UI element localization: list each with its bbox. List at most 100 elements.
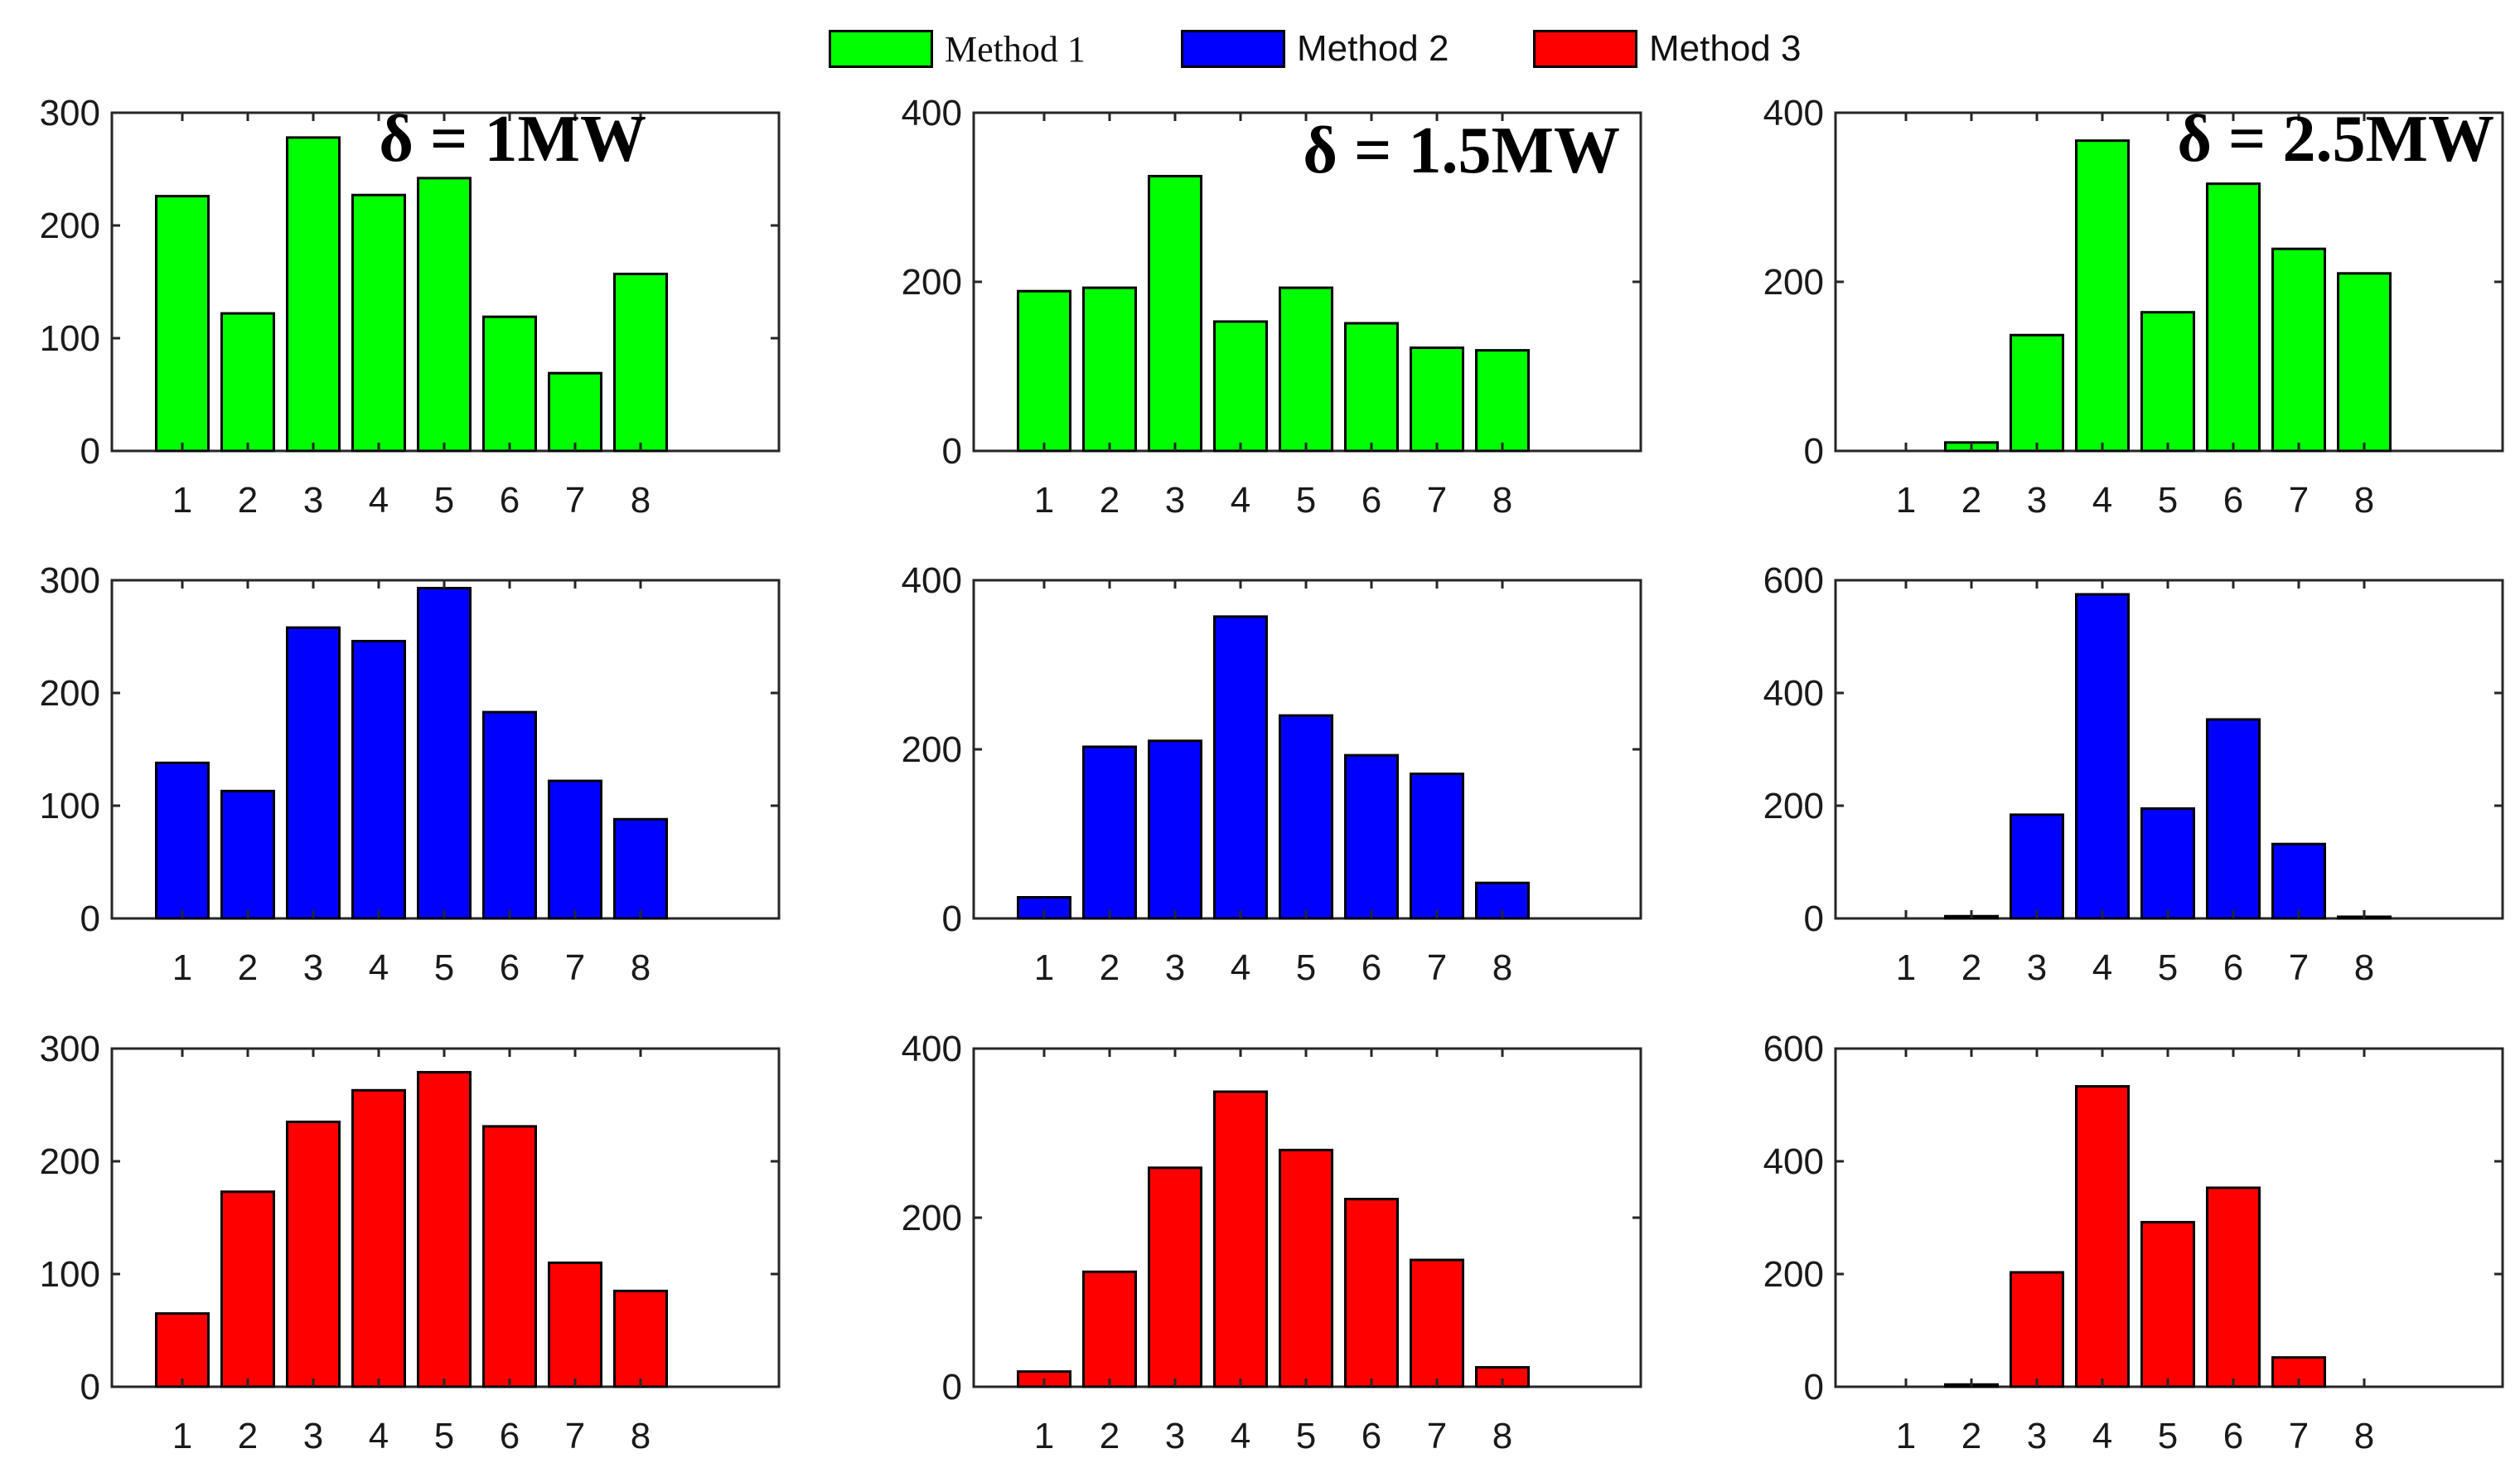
- x-tick-label: 6: [2223, 480, 2243, 521]
- bar-4: [2075, 593, 2130, 920]
- bar-5: [1279, 286, 1333, 453]
- x-tick-label: 4: [369, 1416, 389, 1456]
- x-tick-label: 7: [565, 1416, 585, 1456]
- chart-panel-3-1: 1 2 3 4 5 6 7 8 0 100 200 300: [40, 1029, 781, 1456]
- bar-5: [2140, 807, 2195, 920]
- x-tick-label: 4: [1231, 947, 1250, 988]
- legend-swatch-method-2: [1181, 30, 1285, 68]
- bar-4: [351, 1088, 406, 1388]
- x-tick-label: 1: [172, 1416, 192, 1456]
- y-tick-label: 0: [942, 1367, 962, 1407]
- x-tick-label: 4: [1231, 1416, 1250, 1456]
- delta-annotation: δ = 1MW: [379, 103, 646, 176]
- delta-annotation: δ = 1.5MW: [1303, 114, 1620, 187]
- chart-panel-2-2: 1 2 3 4 5 6 7 8 0 200 400: [902, 560, 1642, 988]
- x-tick-label: 7: [2289, 480, 2309, 521]
- x-tick-label: 4: [2092, 947, 2112, 988]
- bar-4: [1213, 1090, 1268, 1388]
- y-tick-label: 400: [1763, 673, 1824, 714]
- x-tick-label: 5: [1296, 947, 1316, 988]
- y-tick-label: 100: [40, 786, 100, 826]
- x-tick-label: 2: [1961, 1416, 1981, 1456]
- x-tick-label: 6: [500, 947, 520, 988]
- bar-2: [1082, 745, 1137, 920]
- legend: Method 1 Method 2 Method 3: [829, 25, 1840, 75]
- x-tick-label: 7: [1427, 1416, 1447, 1456]
- bar-8: [2337, 272, 2392, 453]
- x-tick-label: 3: [1165, 1416, 1185, 1456]
- x-tick-label: 3: [1165, 480, 1185, 521]
- x-tick-label: 7: [565, 947, 585, 988]
- x-tick-label: 5: [2158, 480, 2178, 521]
- x-tick-label: 8: [1492, 480, 1512, 521]
- x-tick-label: 2: [238, 480, 258, 521]
- chart-panel-1-1: 1 2 3 4 5 6 7 8 0 100 200 300 δ = 1MW: [40, 93, 781, 521]
- bar-1: [1017, 289, 1071, 453]
- bar-3: [2010, 333, 2064, 453]
- bar-8: [1475, 349, 1530, 453]
- legend-label-method-2: Method 2: [1297, 28, 1449, 69]
- bar-4: [1213, 615, 1268, 920]
- bar-3: [286, 136, 341, 453]
- x-tick-label: 8: [631, 480, 651, 521]
- x-tick-label: 2: [238, 947, 258, 988]
- bar-1: [155, 761, 210, 920]
- y-tick-label: 400: [902, 1029, 962, 1069]
- x-tick-label: 5: [434, 480, 454, 521]
- bar-3: [1148, 175, 1202, 453]
- x-tick-label: 6: [500, 1416, 520, 1456]
- x-tick-label: 5: [434, 947, 454, 988]
- y-tick-label: 200: [40, 206, 100, 246]
- x-tick-label: 4: [2092, 480, 2112, 521]
- x-tick-label: 7: [565, 480, 585, 521]
- x-tick-label: 1: [172, 480, 192, 521]
- y-tick-label: 200: [1763, 1254, 1824, 1295]
- bar-4: [1213, 320, 1268, 453]
- x-tick-label: 5: [2158, 947, 2178, 988]
- bar-3: [1148, 739, 1202, 920]
- bar-6: [482, 1125, 537, 1388]
- x-tick-label: 1: [1034, 480, 1054, 521]
- x-tick-label: 3: [2027, 1416, 2047, 1456]
- y-tick-label: 0: [80, 431, 100, 472]
- chart-panel-1-3: 1 2 3 4 5 6 7 8 0 200 400 δ = 2.5MW: [1763, 93, 2504, 521]
- bar-4: [2075, 139, 2130, 453]
- y-tick-label: 200: [902, 729, 962, 770]
- bar-6: [2206, 718, 2261, 920]
- bar-6: [2206, 1186, 2261, 1388]
- y-tick-label: 200: [40, 1141, 100, 1182]
- x-tick-label: 7: [1427, 947, 1447, 988]
- bar-7: [2271, 842, 2326, 920]
- x-tick-label: 5: [1296, 480, 1316, 521]
- bar-6: [1344, 322, 1399, 453]
- x-tick-label: 6: [1362, 947, 1381, 988]
- bar-2: [220, 1190, 275, 1388]
- x-tick-label: 3: [1165, 947, 1185, 988]
- bar-7: [548, 1261, 602, 1388]
- y-tick-label: 400: [902, 93, 962, 133]
- bar-6: [482, 710, 537, 920]
- chart-panel-3-2: 1 2 3 4 5 6 7 8 0 200 400: [902, 1029, 1642, 1456]
- bar-1: [155, 195, 210, 453]
- x-tick-label: 4: [369, 947, 389, 988]
- x-tick-label: 3: [2027, 947, 2047, 988]
- bar-8: [613, 272, 668, 453]
- x-tick-label: 8: [631, 1416, 651, 1456]
- x-tick-label: 8: [2354, 1416, 2374, 1456]
- x-tick-label: 6: [1362, 1416, 1381, 1456]
- bar-5: [1279, 1148, 1333, 1388]
- x-tick-label: 8: [631, 947, 651, 988]
- legend-label-method-3: Method 3: [1649, 28, 1802, 69]
- x-tick-label: 3: [303, 947, 323, 988]
- bar-7: [1410, 1258, 1464, 1388]
- y-tick-label: 0: [942, 899, 962, 939]
- x-tick-label: 3: [2027, 480, 2047, 521]
- bar-2: [220, 312, 275, 453]
- x-tick-label: 6: [2223, 947, 2243, 988]
- bar-7: [2271, 247, 2326, 453]
- bar-2: [1082, 286, 1137, 453]
- x-tick-label: 8: [1492, 1416, 1512, 1456]
- x-tick-label: 4: [1231, 480, 1250, 521]
- x-tick-label: 2: [1100, 947, 1120, 988]
